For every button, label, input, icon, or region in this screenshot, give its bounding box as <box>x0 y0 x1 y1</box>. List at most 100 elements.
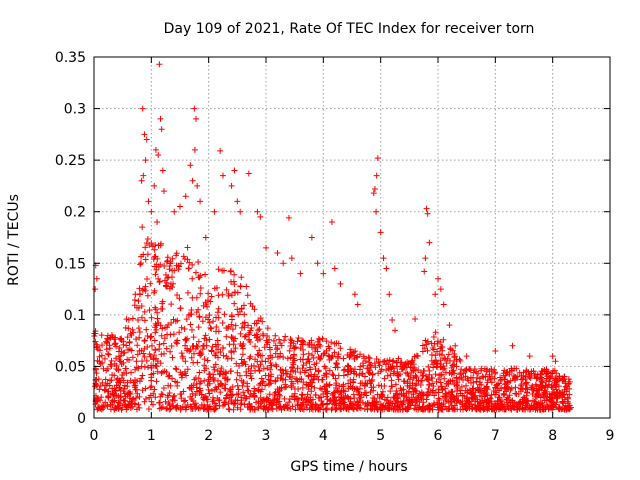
data-point <box>152 329 159 336</box>
data-point <box>459 403 466 410</box>
x-tick-label: 2 <box>204 428 213 444</box>
data-point <box>350 391 357 398</box>
data-point <box>137 261 144 268</box>
data-point <box>153 261 160 268</box>
data-point <box>451 381 458 388</box>
data-point <box>163 324 170 331</box>
data-point <box>197 272 204 279</box>
data-point <box>156 405 163 412</box>
data-point <box>426 381 433 388</box>
data-point <box>138 253 145 260</box>
data-point <box>170 402 177 409</box>
data-point <box>350 400 357 407</box>
data-point <box>566 378 573 385</box>
data-point <box>549 353 556 360</box>
data-point <box>211 352 218 359</box>
data-point <box>562 383 569 390</box>
data-point <box>197 387 204 394</box>
data-point <box>289 364 296 371</box>
data-point <box>144 343 151 350</box>
data-point <box>550 403 557 410</box>
data-point <box>159 305 166 312</box>
data-point <box>191 146 198 153</box>
data-point <box>469 405 476 412</box>
data-point <box>367 402 374 409</box>
data-point <box>185 265 192 272</box>
data-point <box>194 182 201 189</box>
data-point <box>258 375 265 382</box>
data-point <box>152 306 159 313</box>
data-point <box>141 317 148 324</box>
data-point <box>194 343 201 350</box>
data-point <box>511 399 518 406</box>
data-point <box>248 375 255 382</box>
data-point <box>250 362 257 369</box>
data-point <box>465 398 472 405</box>
data-point <box>464 375 471 382</box>
data-point <box>283 370 290 377</box>
data-point <box>425 402 432 409</box>
data-point <box>277 403 284 410</box>
x-tick-label: 0 <box>90 428 99 444</box>
data-point <box>371 186 378 193</box>
data-point <box>321 363 328 370</box>
data-point <box>329 371 336 378</box>
data-point <box>181 326 188 333</box>
data-point <box>369 371 376 378</box>
data-point <box>124 334 131 341</box>
data-point <box>142 256 149 263</box>
data-point <box>333 380 340 387</box>
data-point <box>256 336 263 343</box>
data-point <box>288 382 295 389</box>
data-point <box>101 387 108 394</box>
data-point <box>435 275 441 282</box>
data-point <box>162 271 169 278</box>
data-point <box>318 398 325 405</box>
data-point <box>154 368 161 375</box>
data-point <box>474 370 481 377</box>
data-point <box>135 316 142 323</box>
data-point <box>308 376 315 383</box>
data-point <box>288 255 295 262</box>
data-point <box>552 358 559 365</box>
data-point <box>142 385 149 392</box>
data-point <box>518 376 525 383</box>
data-point <box>100 365 107 372</box>
data-point <box>409 385 416 392</box>
data-point <box>241 401 248 408</box>
data-point <box>542 382 549 389</box>
data-point <box>117 397 124 404</box>
data-point <box>184 256 191 263</box>
data-point <box>195 259 202 266</box>
data-point <box>164 254 171 261</box>
data-point <box>96 353 103 360</box>
data-point <box>175 266 182 273</box>
data-point <box>111 360 118 367</box>
data-point <box>169 403 176 410</box>
data-point <box>359 360 366 367</box>
data-point <box>228 292 235 299</box>
data-point <box>219 267 226 274</box>
data-point <box>158 351 165 358</box>
data-point <box>367 362 374 369</box>
data-point <box>300 362 307 369</box>
data-point <box>361 405 368 412</box>
data-point <box>255 363 262 370</box>
data-point <box>429 375 436 382</box>
data-point <box>161 262 168 269</box>
data-point <box>406 384 413 391</box>
data-point <box>512 384 519 391</box>
y-axis-label: ROTI / TECUs <box>6 194 22 286</box>
data-point <box>156 341 163 348</box>
data-point <box>477 400 484 407</box>
data-point <box>288 378 295 385</box>
data-point <box>214 337 221 344</box>
data-point <box>426 367 433 374</box>
data-point <box>370 387 377 394</box>
data-point <box>229 391 236 398</box>
data-point <box>273 399 280 406</box>
data-point <box>428 351 435 358</box>
data-point <box>216 371 223 378</box>
data-point <box>247 327 254 334</box>
data-point <box>239 382 246 389</box>
